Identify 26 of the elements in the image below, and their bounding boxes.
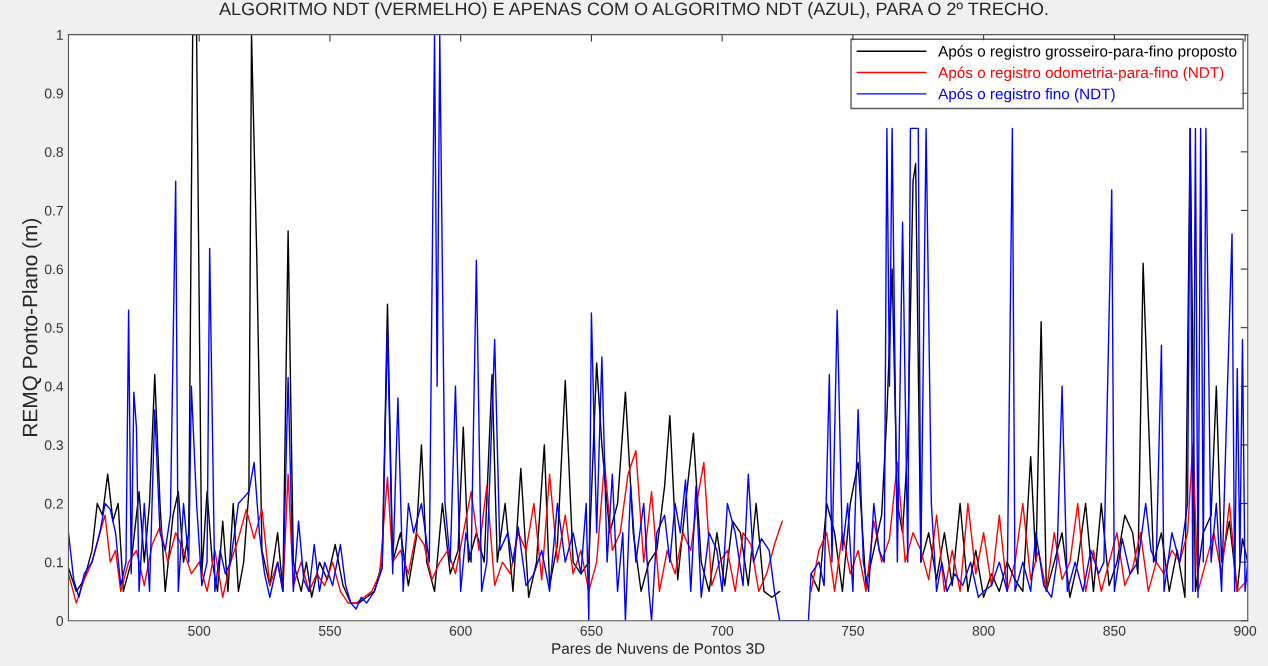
y-tick-label: 0.2: [44, 498, 63, 509]
x-tick-label: 850: [1103, 625, 1126, 636]
y-tick-label: 0.7: [44, 205, 63, 216]
y-tick-label: 0: [56, 616, 64, 626]
y-tick-label: 0.9: [44, 88, 63, 99]
x-tick-label: 750: [842, 625, 864, 636]
y-tick-label: 0.6: [44, 264, 63, 275]
x-tick-label: 900: [1234, 625, 1257, 636]
legend-label: Após o registro grosseiro-para-fino proposto: [938, 45, 1237, 60]
y-tick-label: 0.1: [44, 557, 63, 568]
x-tick-label: 800: [972, 625, 995, 636]
legend-label: Após o registro odometria-para-fino (NDT): [938, 66, 1224, 82]
x-axis-title: Pares de Nuvens de Pontos 3D: [552, 642, 765, 654]
x-tick-label: 500: [188, 625, 211, 636]
y-tick-label: 1: [56, 30, 63, 40]
x-tick-label: 650: [580, 625, 603, 636]
legend-label: Após o registro fino (NDT): [938, 87, 1115, 103]
chart-title: ALGORITMO NDT (VERMELHO) E APENAS COM O ALGORITMO NDT (AZUL), PARA O 2º TRECHO.: [219, 2, 1048, 19]
y-tick-label: 0.4: [44, 381, 64, 392]
x-tick-label: 600: [449, 625, 472, 636]
x-tick-label: 550: [318, 625, 341, 636]
y-tick-label: 0.3: [44, 440, 63, 451]
y-tick-label: 0.8: [44, 147, 64, 158]
x-tick-label: 700: [711, 625, 734, 636]
y-axis-title: REMQ Ponto-Plano (m): [22, 218, 42, 436]
y-tick-label: 0.5: [44, 323, 64, 333]
